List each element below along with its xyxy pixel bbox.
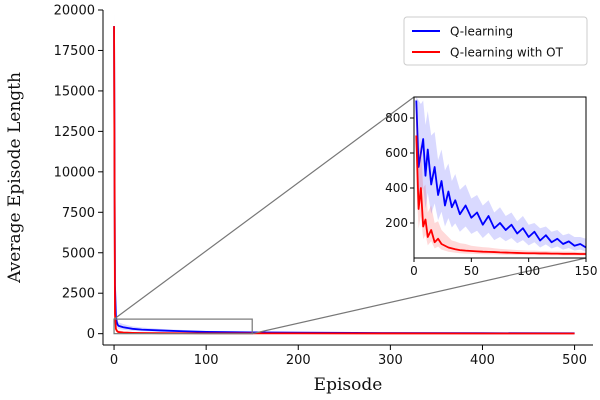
inset-background (414, 97, 586, 258)
inset-x-tick-label: 50 (464, 264, 479, 278)
inset-x-tick-label: 0 (410, 264, 418, 278)
inset-y-tick-label: 600 (385, 146, 408, 160)
inset-frame (413, 96, 587, 259)
zoom-connector-line (113, 96, 415, 320)
zoom-connector-line (252, 257, 587, 335)
main-y-tick-label: 17500 (54, 44, 95, 59)
x-axis-title: Episode (314, 375, 383, 395)
main-y-tick-label: 10000 (54, 165, 95, 180)
main-y-tick-label: 20000 (54, 4, 95, 19)
inset-series-q-learning-group (415, 97, 586, 252)
main-x-tick-label: 200 (286, 353, 311, 368)
main-y-tick-label: 5000 (62, 246, 95, 261)
main-y-tick-label: 0 (87, 327, 95, 342)
y-axis-title: Average Episode Length (5, 72, 25, 284)
legend-entry-label: Q-learning (450, 25, 513, 39)
inset-x-tick-label: 100 (517, 264, 540, 278)
main-x-tick-label: 400 (470, 353, 495, 368)
inset-y-tick-label: 400 (385, 181, 408, 195)
legend-box (403, 16, 588, 66)
legend-entry-label: Q-learning with OT (450, 46, 564, 60)
main-x-tick-label: 0 (110, 353, 118, 368)
inset-series-q-learning-ot-line (415, 135, 586, 255)
inset-series-q-learning-line (415, 100, 586, 249)
main-x-tick-label: 100 (194, 353, 219, 368)
main-y-tick-label: 7500 (62, 206, 95, 221)
inset-y-tick-label: 800 (385, 111, 408, 125)
inset-y-tick-label: 200 (385, 216, 408, 230)
main-x-tick-label: 300 (378, 353, 403, 368)
main-x-tick-label: 500 (562, 353, 587, 368)
main-y-tick-label: 2500 (62, 287, 95, 302)
zoom-region-box (113, 318, 253, 335)
main-y-tick-label: 15000 (54, 84, 95, 99)
main-series-q-learning-ot-line (113, 26, 575, 335)
main-y-tick-label: 12500 (54, 125, 95, 140)
main-series-q-learning-ot-group (113, 18, 575, 335)
inset-x-tick-label: 150 (575, 264, 598, 278)
inset-series-q-learning-ot-group (415, 97, 586, 256)
